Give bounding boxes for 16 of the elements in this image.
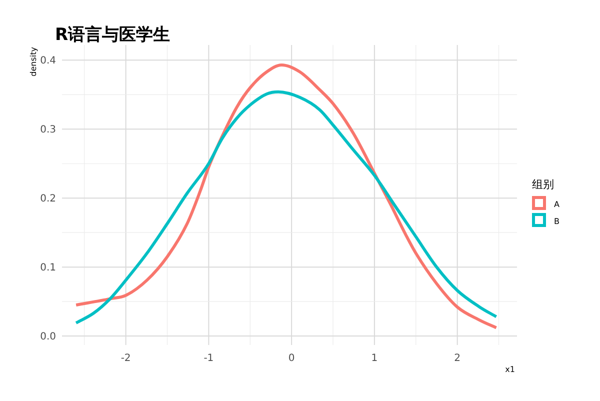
- x-tick-label: 0: [288, 353, 295, 364]
- y-tick-label: 0.0: [40, 332, 56, 343]
- y-axis-title: density: [29, 46, 38, 76]
- legend-label: B: [554, 217, 560, 226]
- legend-label: A: [554, 200, 560, 209]
- x-axis-title: x1: [505, 365, 515, 374]
- x-tick-label: -1: [204, 353, 214, 364]
- x-tick-label: -2: [120, 353, 131, 364]
- y-tick-label: 0.1: [40, 262, 56, 274]
- legend-title: 组别: [532, 178, 554, 191]
- y-tick-label: 0.2: [40, 194, 56, 205]
- x-tick-label: 2: [454, 353, 461, 364]
- y-tick-label: 0.3: [40, 124, 56, 136]
- x-tick-label: 1: [371, 353, 378, 364]
- chart-title: R语言与医学生: [55, 25, 170, 45]
- y-tick-label: 0.4: [40, 56, 56, 67]
